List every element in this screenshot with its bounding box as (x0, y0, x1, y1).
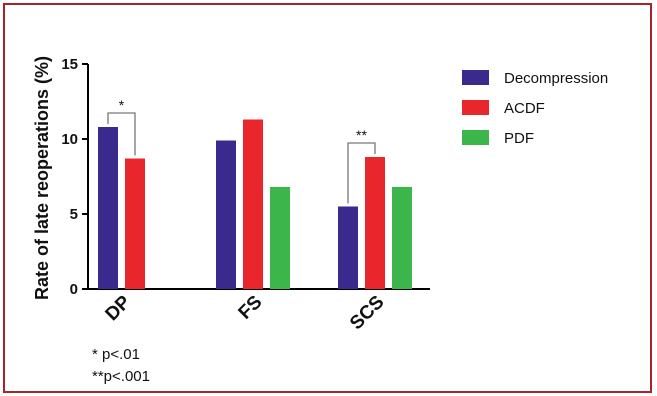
legend-swatch-pdf (462, 130, 489, 145)
footnote-p001: **p<.001 (92, 368, 150, 385)
bar-fs-acdf (243, 119, 263, 289)
significance-annotations: *** (107, 97, 376, 204)
bar-scs-pdf (392, 187, 412, 289)
bar-scs-acdf (365, 157, 385, 289)
significance-label: ** (356, 127, 367, 143)
x-tick-label-scs: SCS (346, 292, 388, 334)
figure-frame (3, 3, 652, 393)
bar-dp-acdf (125, 158, 145, 289)
bar-fs-pdf (270, 187, 290, 289)
bars (98, 119, 412, 289)
y-axis-label-group: Rate of late reoperations (%) (32, 56, 52, 300)
significance-label: * (119, 97, 125, 113)
bar-dp-decompression (98, 127, 118, 289)
y-axis-label: Rate of late reoperations (%) (32, 56, 52, 300)
x-tick-label-fs: FS (235, 292, 267, 324)
legend-label-acdf: ACDF (504, 100, 545, 117)
legend-label-pdf: PDF (504, 130, 534, 147)
legend-swatch-decompression (462, 70, 489, 85)
footnote-p01: * p<.01 (92, 346, 140, 363)
y-tick-label: 15 (61, 56, 78, 73)
legend-label-decompression: Decompression (504, 70, 608, 87)
x-tick-label-dp: DP (102, 291, 136, 325)
y-tick-label: 0 (70, 281, 78, 298)
y-tick-label: 10 (61, 131, 78, 148)
significance-bracket (347, 142, 376, 204)
legend: Decompression ACDF PDF (462, 70, 608, 147)
y-tick-label: 5 (70, 206, 78, 223)
significance-bracket (107, 112, 136, 156)
y-ticks: 0 5 10 15 (61, 56, 88, 298)
bar-scs-decompression (338, 206, 358, 289)
bar-fs-decompression (216, 140, 236, 289)
x-tick-labels: DP FS SCS (102, 291, 389, 334)
legend-swatch-acdf (462, 100, 489, 115)
